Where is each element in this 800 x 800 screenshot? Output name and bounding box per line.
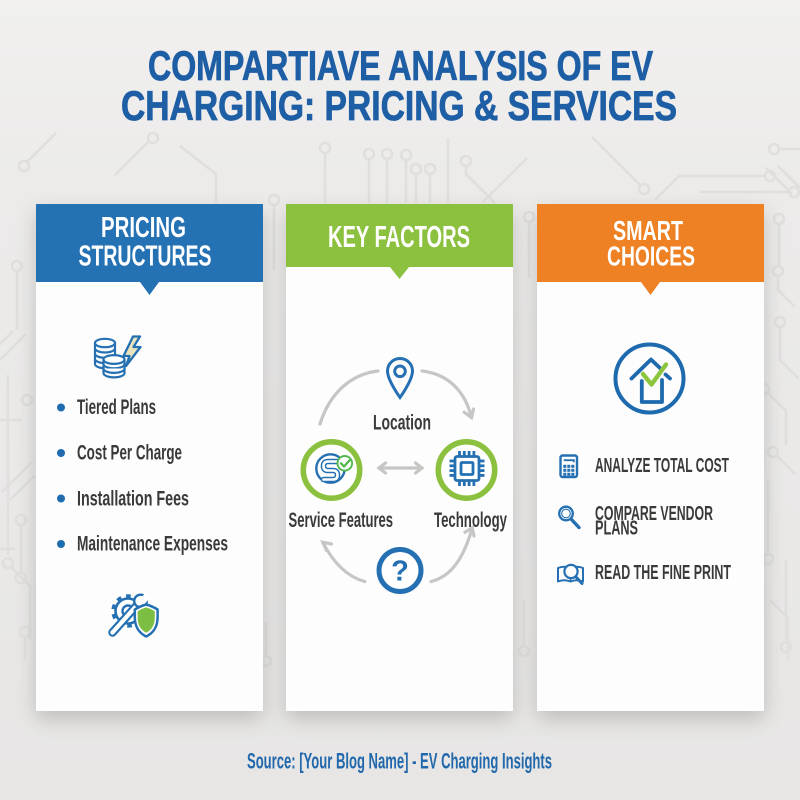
svg-text:Installation Fees: Installation Fees [77,488,189,511]
svg-text:PRICING: PRICING [101,211,186,243]
svg-text:STRUCTURES: STRUCTURES [79,240,212,272]
svg-text:Location: Location [373,411,431,435]
svg-text:CHOICES: CHOICES [607,241,695,272]
svg-text:Cost Per Charge: Cost Per Charge [77,442,182,465]
svg-text:ANALYZE TOTAL COST: ANALYZE TOTAL COST [595,455,729,477]
svg-text:READ THE FINE PRINT: READ THE FINE PRINT [595,562,731,584]
svg-text:COMPARTIAVE ANALYSIS OF EV: COMPARTIAVE ANALYSIS OF EV [148,42,653,89]
svg-text:COMPARE VENDOR: COMPARE VENDOR [595,503,713,525]
svg-text:Service Features: Service Features [289,508,394,532]
svg-text:Technology: Technology [434,508,507,532]
svg-text:Tiered Plans: Tiered Plans [77,396,156,419]
svg-text:SMART: SMART [613,215,683,246]
svg-text:Source: [Your Blog Name] - EV: Source: [Your Blog Name] - EV Charging I… [247,748,552,773]
svg-text:Maintenance Expenses: Maintenance Expenses [77,533,228,556]
svg-text:CHARGING: PRICING & SERVICES: CHARGING: PRICING & SERVICES [121,82,677,129]
svg-text:PLANS: PLANS [595,518,638,540]
svg-text:KEY FACTORS: KEY FACTORS [328,220,470,254]
svg-text:?: ? [391,556,409,588]
